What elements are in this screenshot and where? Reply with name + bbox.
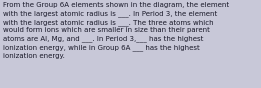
- Text: From the Group 6A elements shown in the diagram, the element
with the largest at: From the Group 6A elements shown in the …: [3, 2, 229, 59]
